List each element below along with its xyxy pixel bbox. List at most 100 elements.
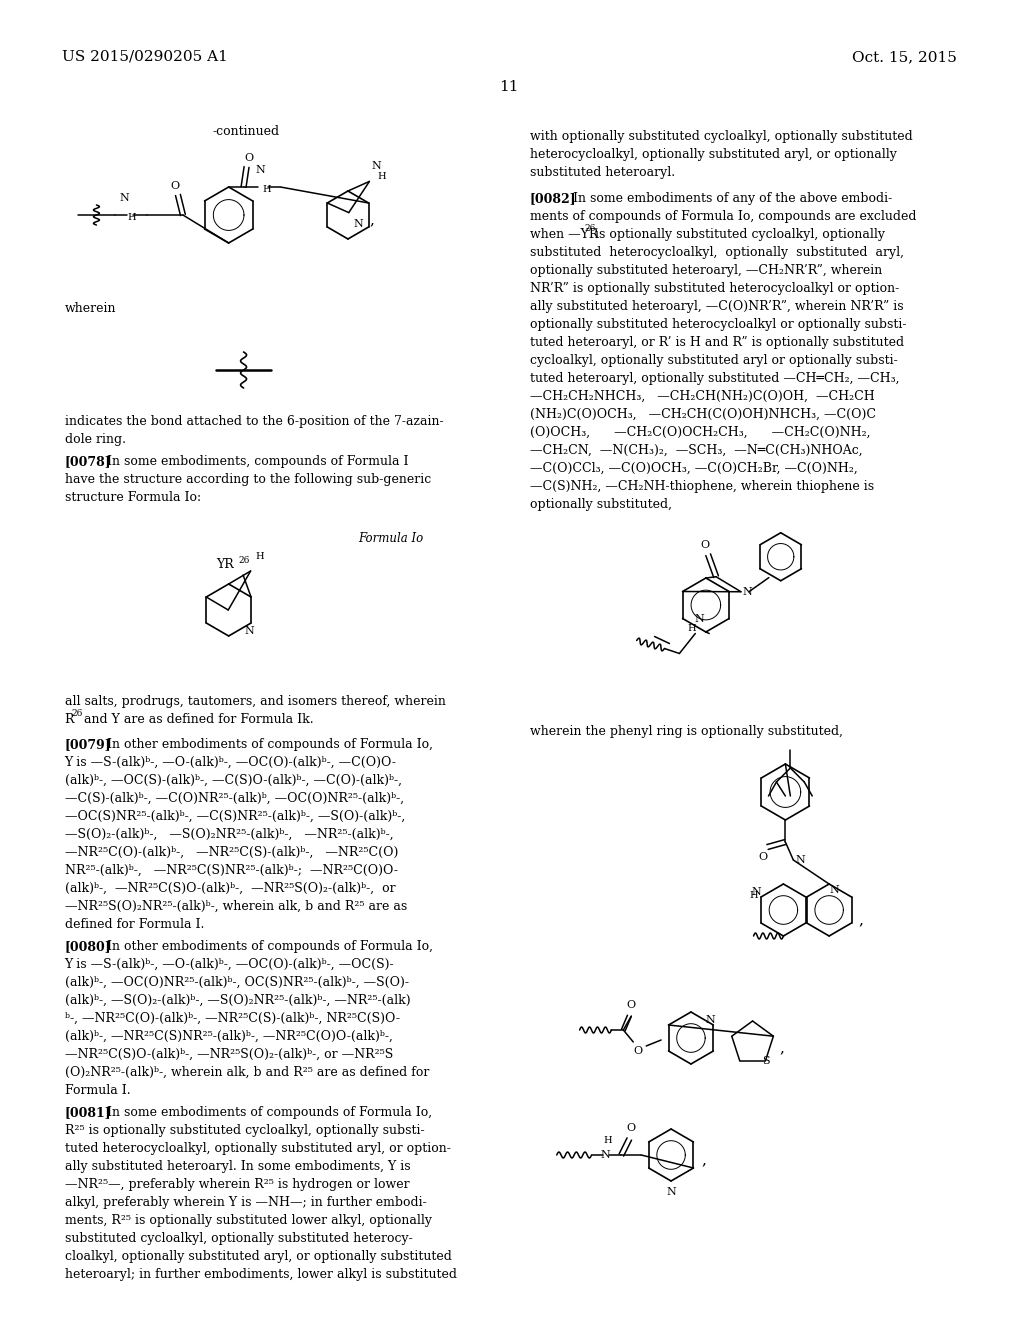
- Text: N: N: [120, 193, 129, 203]
- Text: N: N: [694, 614, 705, 623]
- Text: N: N: [743, 587, 753, 597]
- Text: In other embodiments of compounds of Formula Io,: In other embodiments of compounds of For…: [108, 738, 433, 751]
- Text: 11: 11: [500, 81, 519, 94]
- Text: H: H: [378, 172, 386, 181]
- Text: ,: ,: [701, 1152, 707, 1167]
- Text: N: N: [752, 887, 762, 898]
- Text: (alk)ᵇ-,  —NR²⁵C(S)O-(alk)ᵇ-,  —NR²⁵S(O)₂-(alk)ᵇ-,  or: (alk)ᵇ-, —NR²⁵C(S)O-(alk)ᵇ-, —NR²⁵S(O)₂-…: [65, 882, 395, 895]
- Text: —C(O)CCl₃, —C(O)OCH₃, —C(O)CH₂Br, —C(O)NH₂,: —C(O)CCl₃, —C(O)OCH₃, —C(O)CH₂Br, —C(O)N…: [529, 462, 858, 475]
- Text: heteroaryl; in further embodiments, lower alkyl is substituted: heteroaryl; in further embodiments, lowe…: [65, 1269, 457, 1280]
- Text: optionally substituted heterocycloalkyl or optionally substi-: optionally substituted heterocycloalkyl …: [529, 318, 906, 331]
- Text: when —YR: when —YR: [529, 228, 598, 242]
- Text: with optionally substituted cycloalkyl, optionally substituted: with optionally substituted cycloalkyl, …: [529, 129, 912, 143]
- Text: In some embodiments, compounds of Formula I: In some embodiments, compounds of Formul…: [108, 455, 409, 469]
- Text: H: H: [256, 552, 264, 561]
- Text: substituted heteroaryl.: substituted heteroaryl.: [529, 166, 675, 180]
- Text: optionally substituted,: optionally substituted,: [529, 498, 672, 511]
- Text: H: H: [603, 1137, 611, 1144]
- Text: O: O: [634, 1045, 643, 1056]
- Text: Formula I.: Formula I.: [65, 1084, 130, 1097]
- Text: YR: YR: [216, 558, 234, 572]
- Text: [0080]: [0080]: [65, 940, 112, 953]
- Text: heterocycloalkyl, optionally substituted aryl, or optionally: heterocycloalkyl, optionally substituted…: [529, 148, 897, 161]
- Text: (O)OCH₃,      —CH₂C(O)OCH₂CH₃,      —CH₂C(O)NH₂,: (O)OCH₃, —CH₂C(O)OCH₂CH₃, —CH₂C(O)NH₂,: [529, 426, 870, 440]
- Text: Formula Io: Formula Io: [358, 532, 423, 545]
- Text: alkyl, preferably wherein Y is —NH—; in further embodi-: alkyl, preferably wherein Y is —NH—; in …: [65, 1196, 426, 1209]
- Text: tuted heterocycloalkyl, optionally substituted aryl, or option-: tuted heterocycloalkyl, optionally subst…: [65, 1142, 451, 1155]
- Text: N: N: [667, 1187, 676, 1197]
- Text: In other embodiments of compounds of Formula Io,: In other embodiments of compounds of For…: [108, 940, 433, 953]
- Text: ,: ,: [369, 213, 374, 227]
- Text: In some embodiments of compounds of Formula Io,: In some embodiments of compounds of Form…: [108, 1106, 432, 1119]
- Text: dole ring.: dole ring.: [65, 433, 126, 446]
- Text: (NH₂)C(O)OCH₃,   —CH₂CH(C(O)OH)NHCH₃, —C(O)C: (NH₂)C(O)OCH₃, —CH₂CH(C(O)OH)NHCH₃, —C(O…: [529, 408, 876, 421]
- Text: substituted  heterocycloalkyl,  optionally  substituted  aryl,: substituted heterocycloalkyl, optionally…: [529, 246, 904, 259]
- Text: ᵇ-, —NR²⁵C(O)-(alk)ᵇ-, —NR²⁵C(S)-(alk)ᵇ-, NR²⁵C(S)O-: ᵇ-, —NR²⁵C(O)-(alk)ᵇ-, —NR²⁵C(S)-(alk)ᵇ-…: [65, 1012, 399, 1026]
- Text: O: O: [700, 540, 710, 549]
- Text: ally substituted heteroaryl. In some embodiments, Y is: ally substituted heteroaryl. In some emb…: [65, 1160, 411, 1173]
- Text: N: N: [244, 626, 254, 636]
- Text: [0081]: [0081]: [65, 1106, 112, 1119]
- Text: —NR²⁵S(O)₂NR²⁵-(alk)ᵇ-, wherein alk, b and R²⁵ are as: —NR²⁵S(O)₂NR²⁵-(alk)ᵇ-, wherein alk, b a…: [65, 900, 407, 913]
- Text: Y is —S-(alk)ᵇ-, —O-(alk)ᵇ-, —OC(O)-(alk)ᵇ-, —OC(S)-: Y is —S-(alk)ᵇ-, —O-(alk)ᵇ-, —OC(O)-(alk…: [65, 958, 394, 972]
- Text: N: N: [372, 161, 381, 172]
- Text: N: N: [706, 1015, 716, 1026]
- Text: substituted cycloalkyl, optionally substituted heterocy-: substituted cycloalkyl, optionally subst…: [65, 1232, 413, 1245]
- Text: (alk)ᵇ-, —S(O)₂-(alk)ᵇ-, —S(O)₂NR²⁵-(alk)ᵇ-, —NR²⁵-(alk): (alk)ᵇ-, —S(O)₂-(alk)ᵇ-, —S(O)₂NR²⁵-(alk…: [65, 994, 411, 1007]
- Text: wherein the phenyl ring is optionally substituted,: wherein the phenyl ring is optionally su…: [529, 725, 843, 738]
- Text: N: N: [354, 219, 364, 228]
- Text: N: N: [256, 165, 265, 176]
- Text: optionally substituted heteroaryl, —CH₂NR’R”, wherein: optionally substituted heteroaryl, —CH₂N…: [529, 264, 882, 277]
- Text: H: H: [750, 891, 758, 899]
- Text: (alk)ᵇ-, —OC(S)-(alk)ᵇ-, —C(S)O-(alk)ᵇ-, —C(O)-(alk)ᵇ-,: (alk)ᵇ-, —OC(S)-(alk)ᵇ-, —C(S)O-(alk)ᵇ-,…: [65, 774, 401, 787]
- Text: —CH₂CN,  —N(CH₃)₂,  —SCH₃,  —N═C(CH₃)NHOAc,: —CH₂CN, —N(CH₃)₂, —SCH₃, —N═C(CH₃)NHOAc,: [529, 444, 862, 457]
- Text: ,: ,: [859, 913, 864, 927]
- Text: ments, R²⁵ is optionally substituted lower alkyl, optionally: ments, R²⁵ is optionally substituted low…: [65, 1214, 432, 1228]
- Text: have the structure according to the following sub-generic: have the structure according to the foll…: [65, 473, 431, 486]
- Text: O: O: [758, 851, 767, 862]
- Text: H: H: [127, 213, 135, 222]
- Text: O: O: [627, 1123, 636, 1133]
- Text: 26: 26: [585, 224, 596, 234]
- Text: cycloalkyl, optionally substituted aryl or optionally substi-: cycloalkyl, optionally substituted aryl …: [529, 354, 898, 367]
- Text: H: H: [687, 624, 695, 634]
- Text: In some embodiments of any of the above embodi-: In some embodiments of any of the above …: [572, 191, 892, 205]
- Text: (alk)ᵇ-, —NR²⁵C(S)NR²⁵-(alk)ᵇ-, —NR²⁵C(O)O-(alk)ᵇ-,: (alk)ᵇ-, —NR²⁵C(S)NR²⁵-(alk)ᵇ-, —NR²⁵C(O…: [65, 1030, 392, 1043]
- Text: —NR²⁵—, preferably wherein R²⁵ is hydrogen or lower: —NR²⁵—, preferably wherein R²⁵ is hydrog…: [65, 1177, 410, 1191]
- Text: (alk)ᵇ-, —OC(O)NR²⁵-(alk)ᵇ-, OC(S)NR²⁵-(alk)ᵇ-, —S(O)-: (alk)ᵇ-, —OC(O)NR²⁵-(alk)ᵇ-, OC(S)NR²⁵-(…: [65, 975, 409, 989]
- Text: Y is —S-(alk)ᵇ-, —O-(alk)ᵇ-, —OC(O)-(alk)ᵇ-, —C(O)O-: Y is —S-(alk)ᵇ-, —O-(alk)ᵇ-, —OC(O)-(alk…: [65, 756, 396, 770]
- Text: [0078]: [0078]: [65, 455, 112, 469]
- Text: N: N: [796, 855, 805, 865]
- Text: 26: 26: [72, 709, 83, 718]
- Text: O: O: [244, 153, 253, 162]
- Text: —NR²⁵C(S)O-(alk)ᵇ-, —NR²⁵S(O)₂-(alk)ᵇ-, or —NR²⁵S: —NR²⁵C(S)O-(alk)ᵇ-, —NR²⁵S(O)₂-(alk)ᵇ-, …: [65, 1048, 393, 1061]
- Text: O: O: [170, 181, 179, 191]
- Text: structure Formula Io:: structure Formula Io:: [65, 491, 201, 504]
- Text: —C(S)-(alk)ᵇ-, —C(O)NR²⁵-(alk)ᵇ, —OC(O)NR²⁵-(alk)ᵇ-,: —C(S)-(alk)ᵇ-, —C(O)NR²⁵-(alk)ᵇ, —OC(O)N…: [65, 792, 403, 805]
- Text: all salts, prodrugs, tautomers, and isomers thereof, wherein: all salts, prodrugs, tautomers, and isom…: [65, 696, 445, 708]
- Text: O: O: [627, 1001, 636, 1010]
- Text: —OC(S)NR²⁵-(alk)ᵇ-, —C(S)NR²⁵-(alk)ᵇ-, —S(O)-(alk)ᵇ-,: —OC(S)NR²⁵-(alk)ᵇ-, —C(S)NR²⁵-(alk)ᵇ-, —…: [65, 810, 404, 822]
- Text: —CH₂CH₂NHCH₃,   —CH₂CH(NH₂)C(O)OH,  —CH₂CH: —CH₂CH₂NHCH₃, —CH₂CH(NH₂)C(O)OH, —CH₂CH: [529, 389, 874, 403]
- Text: H: H: [262, 185, 270, 194]
- Text: indicates the bond attached to the 6-position of the 7-azain-: indicates the bond attached to the 6-pos…: [65, 414, 443, 428]
- Text: [0079]: [0079]: [65, 738, 112, 751]
- Text: ally substituted heteroaryl, —C(O)NR’R”, wherein NR’R” is: ally substituted heteroaryl, —C(O)NR’R”,…: [529, 300, 903, 313]
- Text: US 2015/0290205 A1: US 2015/0290205 A1: [61, 50, 227, 63]
- Text: NR²⁵-(alk)ᵇ-,   —NR²⁵C(S)NR²⁵-(alk)ᵇ-;  —NR²⁵C(O)O-: NR²⁵-(alk)ᵇ-, —NR²⁵C(S)NR²⁵-(alk)ᵇ-; —NR…: [65, 865, 397, 876]
- Text: —C(S)NH₂, —CH₂NH-thiophene, wherein thiophene is: —C(S)NH₂, —CH₂NH-thiophene, wherein thio…: [529, 480, 874, 492]
- Text: S: S: [762, 1056, 769, 1065]
- Text: is optionally substituted cycloalkyl, optionally: is optionally substituted cycloalkyl, op…: [595, 228, 885, 242]
- Text: —NR²⁵C(O)-(alk)ᵇ-,   —NR²⁵C(S)-(alk)ᵇ-,   —NR²⁵C(O): —NR²⁵C(O)-(alk)ᵇ-, —NR²⁵C(S)-(alk)ᵇ-, —N…: [65, 846, 398, 859]
- Text: tuted heteroaryl, or R’ is H and R” is optionally substituted: tuted heteroaryl, or R’ is H and R” is o…: [529, 337, 904, 348]
- Text: Oct. 15, 2015: Oct. 15, 2015: [852, 50, 956, 63]
- Text: and Y are as defined for Formula Ik.: and Y are as defined for Formula Ik.: [84, 713, 313, 726]
- Text: [0082]: [0082]: [529, 191, 577, 205]
- Text: —S(O)₂-(alk)ᵇ-,   —S(O)₂NR²⁵-(alk)ᵇ-,   —NR²⁵-(alk)ᵇ-,: —S(O)₂-(alk)ᵇ-, —S(O)₂NR²⁵-(alk)ᵇ-, —NR²…: [65, 828, 393, 841]
- Text: 26: 26: [239, 556, 250, 565]
- Text: -continued: -continued: [213, 125, 281, 139]
- Text: defined for Formula I.: defined for Formula I.: [65, 917, 204, 931]
- Text: wherein: wherein: [65, 302, 116, 315]
- Text: ,: ,: [779, 1041, 784, 1055]
- Text: cloalkyl, optionally substituted aryl, or optionally substituted: cloalkyl, optionally substituted aryl, o…: [65, 1250, 452, 1263]
